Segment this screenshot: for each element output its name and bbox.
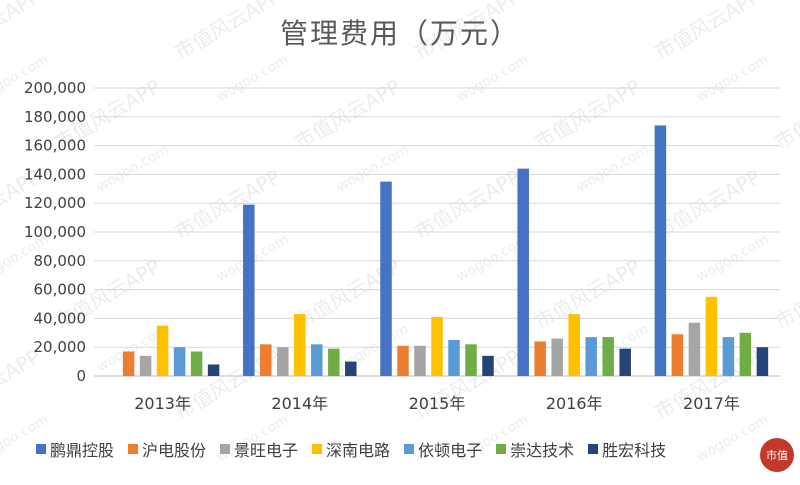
bar bbox=[482, 356, 494, 376]
x-tick-label: 2016年 bbox=[546, 394, 603, 413]
legend-swatch bbox=[404, 444, 414, 454]
bar bbox=[277, 347, 289, 376]
y-tick-label: 100,000 bbox=[24, 223, 86, 241]
legend-swatch bbox=[312, 444, 322, 454]
legend-swatch bbox=[496, 444, 506, 454]
bar bbox=[757, 347, 769, 376]
watermark-url: wogoo.com bbox=[694, 52, 771, 106]
legend-label: 崇达技术 bbox=[510, 437, 574, 461]
logo-badge: 市值 bbox=[760, 438, 794, 472]
legend-item: 鹏鼎控股 bbox=[36, 437, 114, 461]
bar bbox=[328, 349, 340, 376]
watermark-url: wogoo.com bbox=[214, 52, 291, 106]
legend-item: 胜宏科技 bbox=[588, 437, 666, 461]
bar bbox=[619, 349, 631, 376]
bar bbox=[585, 337, 597, 376]
legend-swatch bbox=[36, 444, 46, 454]
bar bbox=[414, 346, 426, 376]
watermark-url: wogoo.com bbox=[334, 142, 411, 196]
watermark-url: wogoo.com bbox=[694, 232, 771, 286]
bar bbox=[123, 352, 135, 376]
bar bbox=[655, 125, 667, 376]
bar bbox=[723, 337, 735, 376]
legend-item: 景旺电子 bbox=[220, 437, 298, 461]
bar bbox=[568, 314, 580, 376]
watermark-url: wogoo.com bbox=[454, 52, 531, 106]
legend-item: 深南电路 bbox=[312, 437, 390, 461]
watermark-text: 市值风云APP bbox=[531, 255, 645, 335]
watermark-text: 市值风云APP bbox=[531, 75, 645, 155]
x-tick-label: 2013年 bbox=[134, 394, 191, 413]
bar bbox=[157, 326, 169, 376]
bar bbox=[602, 337, 614, 376]
watermark-url: wogoo.com bbox=[94, 142, 171, 196]
y-tick-label: 40,000 bbox=[34, 309, 87, 327]
bar bbox=[174, 347, 186, 376]
x-tick-label: 2014年 bbox=[271, 394, 328, 413]
bar bbox=[311, 344, 323, 376]
y-tick-label: 140,000 bbox=[24, 165, 86, 183]
legend: 鹏鼎控股 沪电股份 景旺电子 深南电路 依顿电子 崇达技术 胜宏科技 bbox=[36, 438, 796, 460]
watermark-layer: 市值风云APPwogoo.com市值风云APPwogoo.com市值风云APPw… bbox=[0, 0, 800, 465]
bar bbox=[208, 364, 220, 376]
bar bbox=[534, 341, 546, 376]
bar bbox=[517, 169, 529, 376]
y-tick-label: 60,000 bbox=[34, 281, 87, 299]
watermark-url: wogoo.com bbox=[574, 142, 651, 196]
y-tick-label: 20,000 bbox=[34, 338, 87, 356]
watermark-text: 市值风云APP bbox=[771, 255, 800, 335]
bar bbox=[345, 362, 357, 376]
bar bbox=[140, 356, 152, 376]
legend-swatch bbox=[588, 444, 598, 454]
bar bbox=[260, 344, 272, 376]
bar bbox=[243, 205, 255, 376]
legend-item: 崇达技术 bbox=[496, 437, 574, 461]
watermark-text: 市值风云APP bbox=[0, 345, 45, 425]
y-tick-label: 200,000 bbox=[24, 79, 86, 97]
bar bbox=[431, 317, 443, 376]
bar bbox=[448, 340, 460, 376]
bar bbox=[706, 297, 718, 376]
y-tick-label: 160,000 bbox=[24, 137, 86, 155]
legend-label: 依顿电子 bbox=[418, 437, 482, 461]
legend-swatch bbox=[128, 444, 138, 454]
bar bbox=[397, 346, 409, 376]
y-tick-label: 120,000 bbox=[24, 194, 86, 212]
bar bbox=[465, 344, 477, 376]
legend-swatch bbox=[220, 444, 230, 454]
bar bbox=[294, 314, 306, 376]
bar bbox=[672, 334, 684, 376]
bar bbox=[191, 352, 203, 376]
legend-label: 沪电股份 bbox=[142, 437, 206, 461]
y-tick-label: 180,000 bbox=[24, 108, 86, 126]
watermark-text: 市值风云APP bbox=[291, 75, 405, 155]
legend-label: 深南电路 bbox=[326, 437, 390, 461]
legend-label: 景旺电子 bbox=[234, 437, 298, 461]
bar bbox=[689, 323, 701, 376]
y-tick-label: 80,000 bbox=[34, 252, 87, 270]
chart-title: 管理费用（万元） bbox=[0, 12, 800, 52]
bar bbox=[551, 339, 563, 376]
x-tick-label: 2017年 bbox=[683, 394, 740, 413]
y-tick-label: 0 bbox=[76, 367, 86, 385]
legend-item: 沪电股份 bbox=[128, 437, 206, 461]
legend-label: 胜宏科技 bbox=[602, 437, 666, 461]
bar bbox=[380, 182, 392, 376]
bar bbox=[740, 333, 752, 376]
x-tick-label: 2015年 bbox=[409, 394, 466, 413]
legend-label: 鹏鼎控股 bbox=[50, 437, 114, 461]
watermark-text: 市值风云APP bbox=[771, 75, 800, 155]
legend-item: 依顿电子 bbox=[404, 437, 482, 461]
